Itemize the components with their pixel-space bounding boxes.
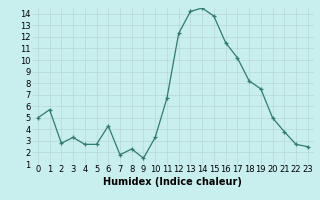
X-axis label: Humidex (Indice chaleur): Humidex (Indice chaleur) xyxy=(103,177,242,187)
